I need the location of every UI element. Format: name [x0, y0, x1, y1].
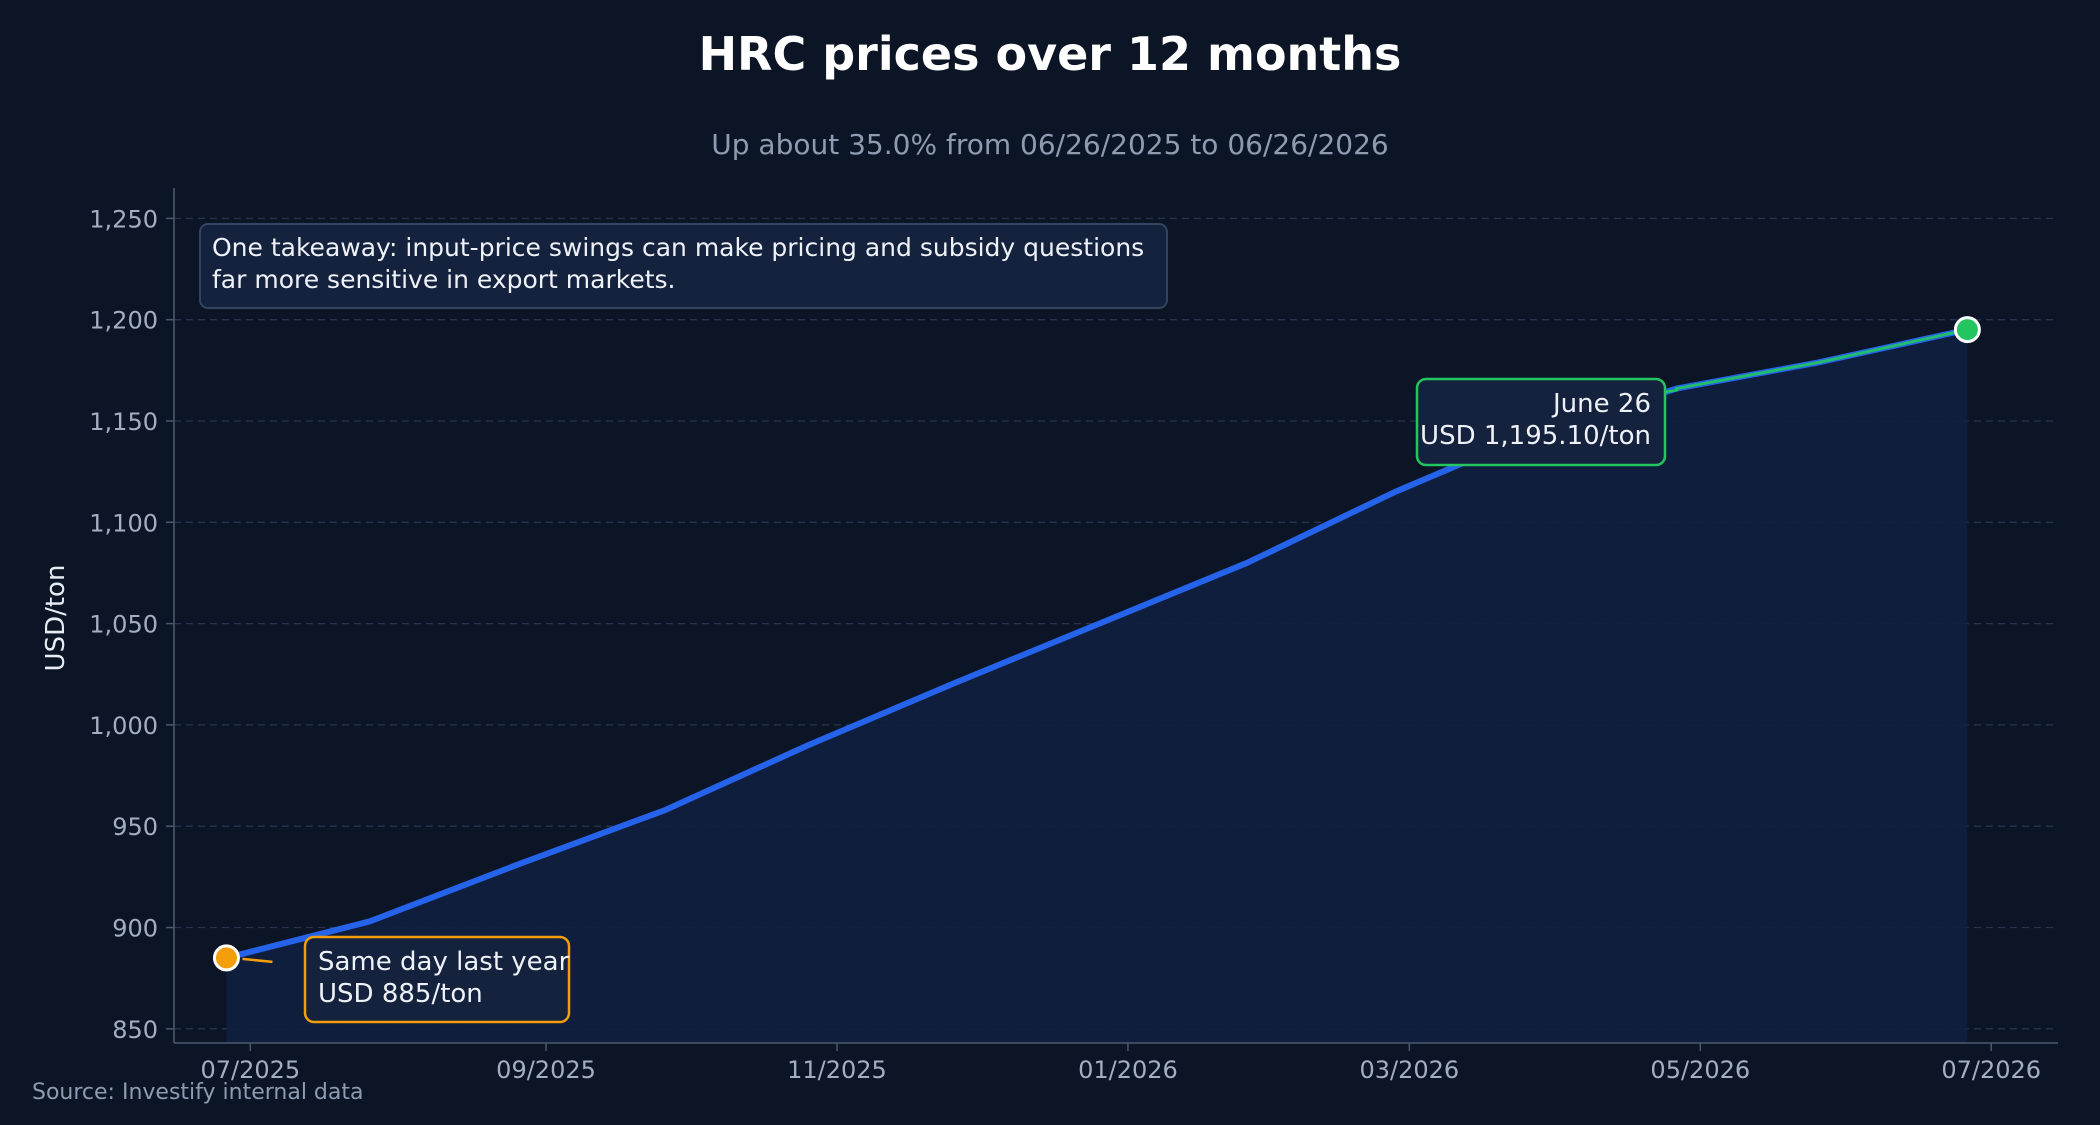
y-tick-label: 950 — [112, 813, 158, 841]
end-point-marker — [1953, 316, 1981, 344]
end-label-line-2: USD 1,195.10/ton — [1420, 421, 1651, 451]
x-tick-label: 01/2026 — [1078, 1056, 1178, 1084]
chart-subtitle: Up about 35.0% from 06/26/2025 to 06/26/… — [711, 128, 1388, 161]
point-markers — [212, 316, 1981, 972]
source-note: Source: Investify internal data — [32, 1080, 364, 1105]
y-axis-label: USD/ton — [41, 565, 71, 672]
chart-title: HRC prices over 12 months — [699, 27, 1402, 81]
highlight-segment — [1674, 328, 1969, 391]
y-tick-label: 1,050 — [89, 611, 158, 639]
series-area — [226, 329, 1968, 1043]
y-tick-label: 1,000 — [89, 712, 158, 740]
area-fill — [226, 329, 1968, 1043]
y-tick-label: 900 — [112, 915, 158, 943]
x-tick-label: 03/2026 — [1359, 1056, 1459, 1084]
start-label-line-2: USD 885/ton — [318, 979, 483, 1009]
start-point-marker — [212, 944, 240, 972]
x-tick-label: 05/2026 — [1650, 1056, 1750, 1084]
x-tick-label: 11/2025 — [787, 1056, 887, 1084]
annotations: One takeaway: input-price swings can mak… — [199, 223, 1679, 1024]
price-line — [223, 326, 1971, 961]
end-connector — [1664, 388, 1679, 394]
y-tick-label: 850 — [112, 1016, 158, 1044]
axes — [173, 188, 2058, 1044]
start-label-line-1: Same day last year — [318, 947, 570, 977]
y-tick-label: 1,150 — [89, 408, 158, 436]
x-tick-label: 07/2026 — [1941, 1056, 2041, 1084]
takeaway-line-2: far more sensitive in export markets. — [212, 265, 676, 294]
x-tick-label: 09/2025 — [496, 1056, 596, 1084]
start-label-box — [303, 935, 571, 1024]
x-tick-label: 07/2025 — [200, 1056, 300, 1084]
y-axis-ticks: 850 900 950 1,000 1,050 1,100 1,150 1,200 1,250 — [89, 205, 174, 1044]
takeaway-box: One takeaway: input-price swings can mak… — [199, 223, 1168, 309]
takeaway-line-1: One takeaway: input-price swings can mak… — [212, 233, 1144, 262]
y-tick-label: 1,200 — [89, 307, 158, 335]
start-connector — [242, 957, 273, 964]
y-tick-label: 1,250 — [89, 205, 158, 233]
x-axis-ticks: 07/2025 09/2025 11/2025 01/2026 03/2026 05/20… — [200, 1043, 2041, 1084]
end-label-box — [1415, 377, 1667, 467]
end-label-line-1: June 26 — [1551, 389, 1651, 419]
y-tick-label: 1,100 — [89, 509, 158, 537]
